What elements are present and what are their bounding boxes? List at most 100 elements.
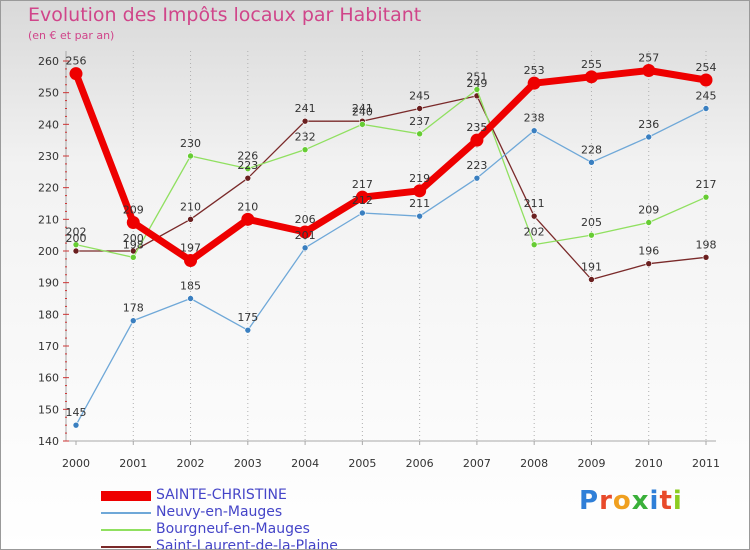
data-point [301,146,309,153]
data-label: 209 [638,204,659,217]
data-label: 198 [123,238,144,251]
data-label: 200 [123,232,144,245]
logo-letter: i [649,486,660,516]
x-tick-label: 2008 [520,457,548,470]
y-tick-label: 180 [38,308,59,321]
data-label: 145 [66,406,87,419]
data-label: 249 [466,77,487,90]
data-point [645,260,653,267]
data-label: 175 [237,311,258,324]
data-label: 210 [180,200,201,213]
data-label: 209 [123,204,144,217]
data-point [413,184,427,198]
data-point [72,421,80,429]
series-line [76,95,707,281]
y-tick-label: 140 [38,435,59,448]
data-label: 206 [295,213,316,226]
data-label: 219 [409,172,430,185]
data-label: 228 [581,143,602,156]
data-point [359,121,366,128]
data-label: 191 [581,261,602,274]
series-line [72,67,707,264]
data-label: 210 [237,200,258,213]
data-label: 240 [352,105,373,118]
y-tick-label: 190 [38,277,59,290]
data-point [241,212,255,226]
y-tick-label: 150 [38,403,59,416]
data-point [355,190,369,204]
data-label: 202 [66,226,87,239]
data-label: 178 [123,302,144,315]
data-point [184,254,198,267]
data-label: 237 [409,115,430,128]
data-point [416,105,423,112]
data-label: 256 [66,55,87,68]
data-point [416,212,423,220]
y-tick-label: 160 [38,372,59,385]
proxiti-logo: Proxiti [579,486,683,516]
data-point [699,73,713,87]
data-point [588,231,595,239]
logo-letter: P [579,486,600,516]
data-point [702,254,710,261]
legend-label: Bourgneuf-en-Mauges [156,521,310,537]
data-label: 202 [524,226,545,239]
data-label: 211 [409,197,430,210]
data-point [588,159,595,166]
legend-swatch [101,529,151,531]
data-label: 255 [581,58,602,71]
data-label: 232 [295,131,316,144]
data-label: 197 [180,242,201,255]
x-tick-label: 2001 [119,457,147,470]
data-label: 236 [638,118,659,131]
legend-swatch [101,491,151,501]
data-point [244,174,252,182]
data-label: 253 [524,64,545,77]
data-point [129,254,137,261]
data-point [527,76,541,90]
logo-letter: t [659,486,673,516]
data-point [187,152,194,160]
data-point [473,86,481,93]
y-tick-label: 210 [38,213,59,226]
legend-swatch [101,512,151,514]
data-label: 257 [638,52,659,65]
data-point [530,212,538,220]
y-tick-label: 230 [38,150,59,163]
series-line [75,107,707,426]
data-label: 205 [581,216,602,229]
data-point [588,276,595,283]
data-label: 245 [696,90,717,103]
x-tick-label: 2000 [62,457,90,470]
data-point [702,193,710,201]
data-point [301,244,309,252]
data-point [187,216,194,223]
data-point [187,295,194,302]
data-label: 241 [295,102,316,115]
data-point [244,165,252,172]
x-tick-label: 2004 [291,457,319,470]
data-point [129,317,137,324]
data-point [244,326,252,334]
legend-label: Neuvy-en-Mauges [156,504,283,520]
data-label: 223 [466,159,487,172]
logo-letter: o [612,486,632,516]
chart-title: Evolution des Impôts locaux par Habitant [28,4,422,26]
data-point [470,133,484,147]
data-point [416,130,423,138]
x-tick-label: 2006 [406,457,434,470]
data-label: 211 [524,197,545,210]
data-label: 201 [295,229,316,242]
x-tick-label: 2005 [348,457,376,470]
data-point [702,105,710,112]
data-label: 223 [237,159,258,172]
data-point [359,209,366,217]
data-label: 254 [696,61,717,74]
x-tick-label: 2007 [463,457,491,470]
chart-subtitle: (en € et par an) [28,29,115,42]
data-label: 241 [352,102,373,115]
logo-letter: i [672,486,683,516]
data-point [645,219,653,226]
